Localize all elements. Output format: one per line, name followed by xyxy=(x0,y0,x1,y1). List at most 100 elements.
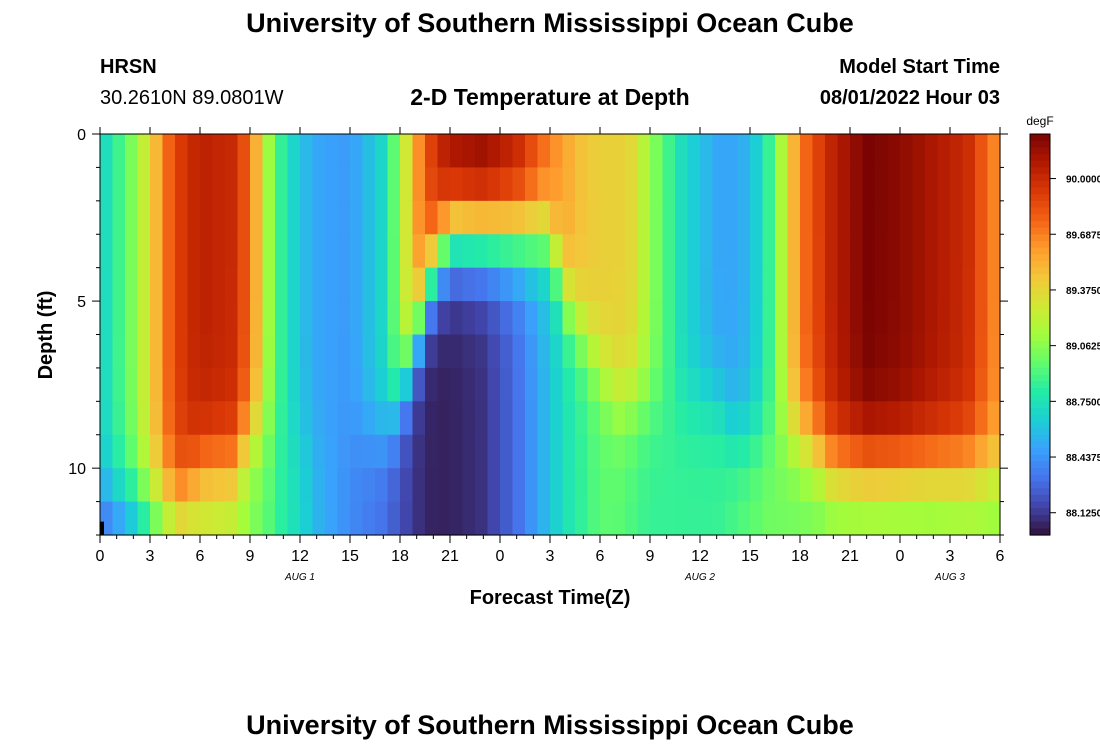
heatmap-cell xyxy=(450,468,464,503)
colorbar-band xyxy=(1030,154,1050,162)
heatmap-cell xyxy=(800,167,814,202)
heatmap-cell xyxy=(487,367,501,402)
heatmap-cell xyxy=(200,301,214,336)
colorbar-band xyxy=(1030,227,1050,235)
heatmap-cell xyxy=(612,501,626,536)
colorbar-band xyxy=(1030,180,1050,189)
bottom-marker xyxy=(100,521,104,535)
heatmap-cell xyxy=(525,267,539,302)
heatmap-cell xyxy=(512,468,526,503)
heatmap-cell xyxy=(737,134,751,169)
heatmap-cell xyxy=(162,200,176,235)
heatmap-cell xyxy=(462,167,476,202)
colorbar-frame xyxy=(1029,133,1051,536)
heatmap-cell xyxy=(725,501,739,536)
station-coordinates: 30.2610N 89.0801W xyxy=(100,87,284,109)
heatmap-cell xyxy=(225,267,239,302)
heatmap-cell xyxy=(537,234,551,269)
heatmap-cell xyxy=(225,468,239,503)
heatmap-cell xyxy=(100,301,114,336)
colorbar-band xyxy=(1030,214,1050,222)
heatmap-cell xyxy=(462,367,476,402)
heatmap-cell xyxy=(237,200,251,235)
x-tick-label: 6 xyxy=(196,548,205,565)
colorbar-band xyxy=(1030,514,1050,523)
y-tick-label: 0 xyxy=(77,127,86,144)
colorbar-band xyxy=(1030,147,1050,155)
heatmap-cell xyxy=(350,401,364,436)
heatmap-cell xyxy=(900,167,914,202)
heatmap-cell xyxy=(137,267,151,302)
heatmap-cell xyxy=(750,200,764,235)
heatmap-cell xyxy=(837,200,851,235)
heatmap-cell xyxy=(675,468,689,503)
colorbar-tick-label: 89.0625 xyxy=(1066,342,1100,353)
heatmap-cell xyxy=(787,134,801,169)
heatmap-cell xyxy=(200,468,214,503)
day-label: AUG 2 xyxy=(684,572,715,583)
heatmap-cell xyxy=(650,501,664,536)
heatmap-cell xyxy=(975,301,989,336)
heatmap-cell xyxy=(650,167,664,202)
heatmap-cell xyxy=(937,134,951,169)
heatmap-cell xyxy=(275,200,289,235)
heatmap-cell xyxy=(550,434,564,469)
heatmap-cell xyxy=(437,134,451,169)
colorbar-band xyxy=(1030,528,1050,536)
heatmap-cell xyxy=(237,234,251,269)
heatmap-cell xyxy=(350,234,364,269)
heatmap-cell xyxy=(475,468,489,503)
heatmap-cell xyxy=(325,367,339,402)
heatmap-cell xyxy=(500,401,514,436)
heatmap-cell xyxy=(925,267,939,302)
heatmap-cell xyxy=(300,200,314,235)
colorbar-band xyxy=(1030,354,1050,362)
heatmap-cell xyxy=(775,234,789,269)
heatmap-cell xyxy=(137,334,151,369)
heatmap-cell xyxy=(300,468,314,503)
heatmap-cell xyxy=(975,468,989,503)
heatmap-cell xyxy=(900,234,914,269)
heatmap-cell xyxy=(925,367,939,402)
heatmap-cell xyxy=(337,501,351,536)
heatmap-cell xyxy=(212,334,226,369)
heatmap-cell xyxy=(475,200,489,235)
heatmap-cell xyxy=(850,234,864,269)
x-tick-label: 15 xyxy=(741,548,759,565)
heatmap-cell xyxy=(487,334,501,369)
heatmap-cell xyxy=(937,334,951,369)
heatmap-cell xyxy=(425,468,439,503)
heatmap-cell xyxy=(562,267,576,302)
heatmap-cell xyxy=(425,334,439,369)
heatmap-cell xyxy=(600,267,614,302)
heatmap-cell xyxy=(400,401,414,436)
heatmap-cell xyxy=(612,301,626,336)
heatmap-cell xyxy=(875,434,889,469)
heatmap-cell xyxy=(862,267,876,302)
heatmap-cell xyxy=(637,301,651,336)
heatmap-cell xyxy=(137,434,151,469)
heatmap-cell xyxy=(312,434,326,469)
heatmap-cell xyxy=(262,134,276,169)
heatmap-cell xyxy=(575,334,589,369)
heatmap-cell xyxy=(287,234,301,269)
heatmap-cell xyxy=(400,367,414,402)
heatmap-cell xyxy=(537,267,551,302)
heatmap-cell xyxy=(937,301,951,336)
heatmap-cell xyxy=(962,501,976,536)
heatmap-cell xyxy=(500,200,514,235)
heatmap-cell xyxy=(312,234,326,269)
heatmap-cell xyxy=(787,334,801,369)
heatmap-cell xyxy=(562,134,576,169)
heatmap-cell xyxy=(337,334,351,369)
heatmap-cell xyxy=(812,334,826,369)
heatmap-cell xyxy=(450,134,464,169)
x-tick-label: 6 xyxy=(996,548,1005,565)
heatmap-cell xyxy=(625,501,639,536)
heatmap-cell xyxy=(800,401,814,436)
heatmap-cell xyxy=(200,501,214,536)
heatmap-cell xyxy=(662,301,676,336)
heatmap-cell xyxy=(637,367,651,402)
heatmap-cell xyxy=(312,468,326,503)
colorbar-band xyxy=(1030,187,1050,195)
